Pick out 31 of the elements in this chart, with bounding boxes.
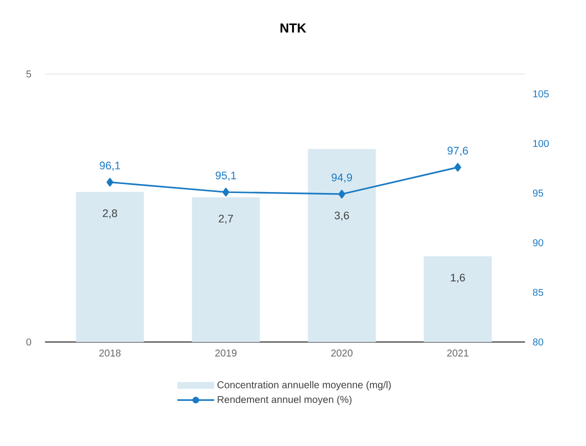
data-label: 96,1: [100, 162, 120, 171]
x-tick-label: 2020: [331, 350, 353, 357]
y2-tick-label: 90: [532, 239, 544, 246]
y-tick-label: 0: [26, 338, 32, 346]
x-tick-label: 2019: [215, 350, 236, 357]
y2-tick-label: 95: [532, 190, 544, 197]
y2-tick-label: 85: [532, 288, 544, 296]
legend-label: Concentration annuelle moyenne (mg/l): [218, 381, 391, 390]
y2-tick-label: 105: [533, 90, 549, 98]
point: [338, 190, 346, 198]
y-tick-label: 5: [26, 70, 32, 78]
bar: [424, 256, 492, 342]
data-label: 1,6: [450, 274, 465, 283]
legend-label: Rendement annuel moyen (%): [218, 396, 352, 405]
data-label: 2,7: [218, 214, 233, 224]
point: [222, 188, 230, 196]
data-label: 97,6: [448, 146, 468, 156]
x-tick-label: 2018: [99, 350, 121, 357]
data-label: 94,9: [332, 174, 352, 183]
y2-tick-label: 80: [532, 338, 544, 346]
data-label: 2,8: [102, 209, 118, 218]
y2-tick-label: 100: [533, 140, 549, 148]
chart-title: NTK: [280, 24, 306, 32]
point: [454, 163, 462, 172]
bar: [76, 192, 144, 342]
data-label: 3,6: [334, 212, 349, 221]
bar: [308, 149, 376, 342]
x-tick-label: 2021: [447, 350, 468, 357]
point: [106, 178, 114, 186]
data-label: 95,1: [216, 172, 236, 181]
bar: [192, 197, 260, 342]
